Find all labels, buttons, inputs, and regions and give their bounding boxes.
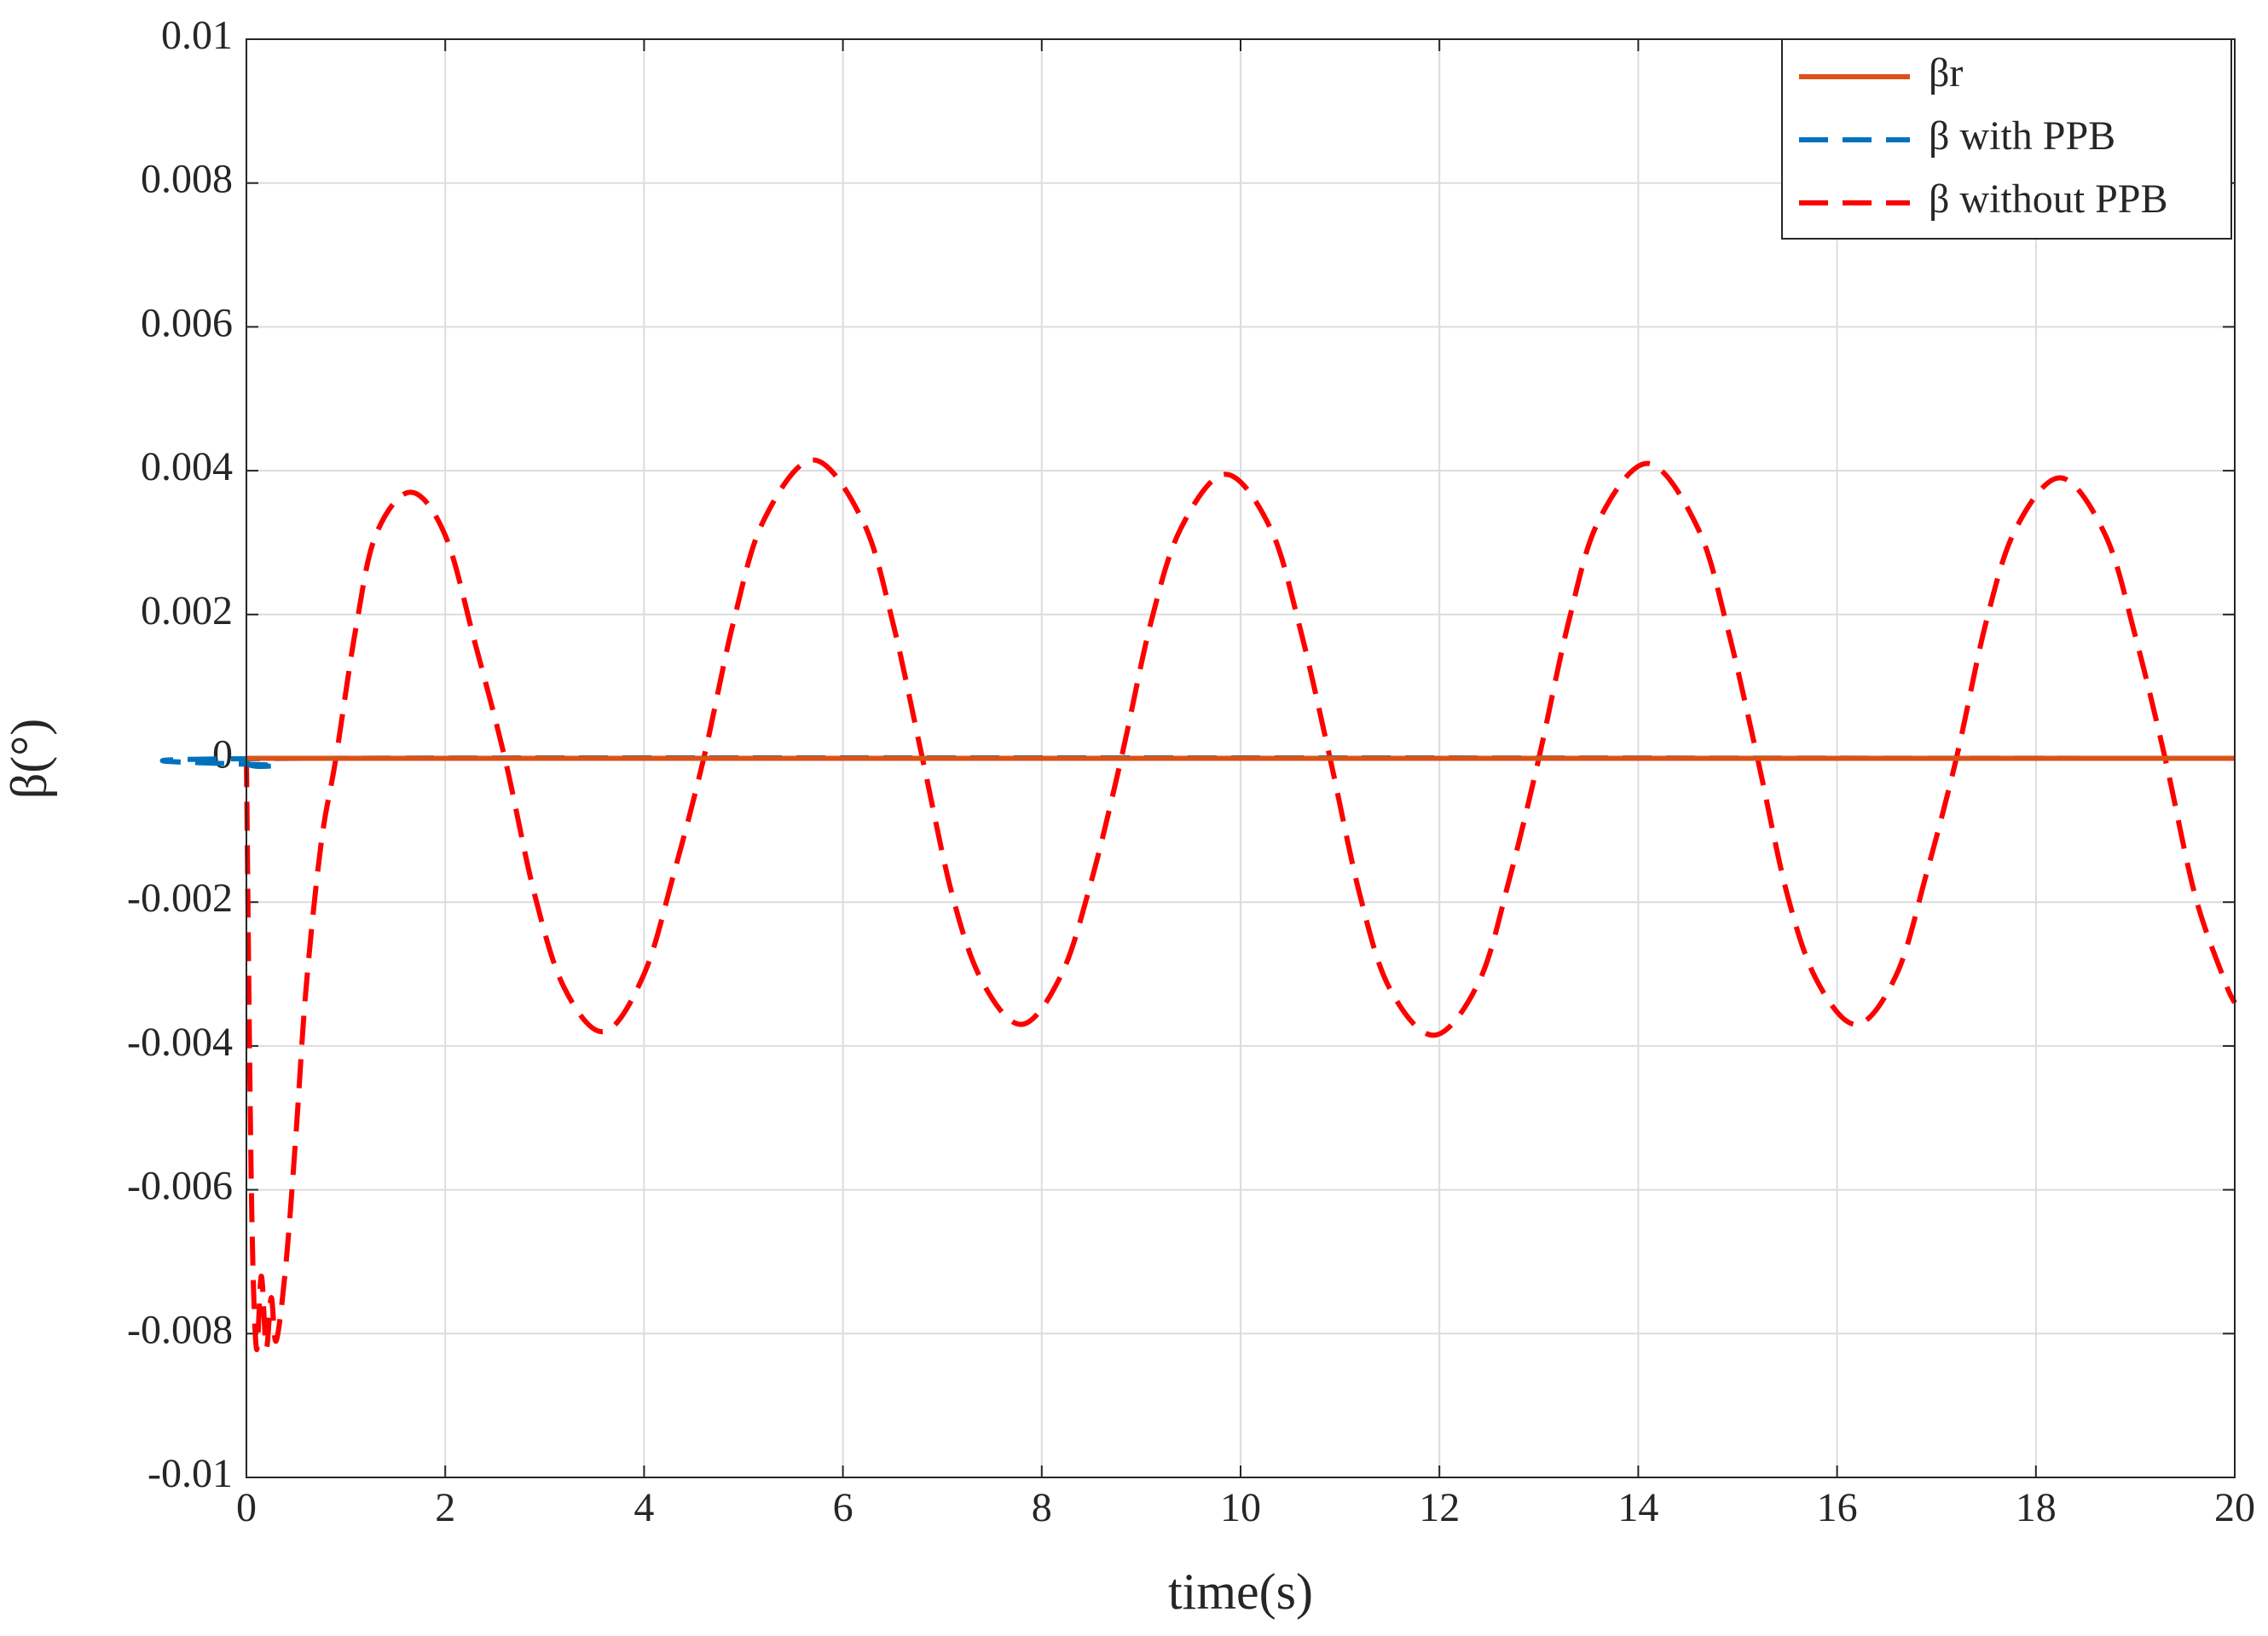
x-tick-label: 8 bbox=[1032, 1485, 1052, 1530]
legend-label: β with PPB bbox=[1929, 113, 2115, 159]
x-tick-label: 16 bbox=[1817, 1485, 1858, 1530]
x-tick-label: 14 bbox=[1617, 1485, 1658, 1530]
x-tick-label: 2 bbox=[435, 1485, 455, 1530]
y-tick-label: 0.004 bbox=[141, 444, 233, 489]
x-tick-label: 4 bbox=[634, 1485, 654, 1530]
y-axis-label: β(°) bbox=[1, 719, 57, 799]
y-tick-label: -0.004 bbox=[127, 1020, 233, 1065]
y-tick-label: -0.002 bbox=[127, 876, 233, 921]
x-tick-label: 0 bbox=[236, 1485, 257, 1530]
data-line bbox=[244, 457, 2237, 1353]
y-tick-label: -0.006 bbox=[127, 1164, 233, 1209]
y-tick-label: 0.008 bbox=[141, 157, 233, 202]
y-tick-label: 0 bbox=[212, 732, 233, 778]
x-axis-label: time(s) bbox=[1168, 1564, 1313, 1620]
legend-label: β without PPB bbox=[1929, 176, 2168, 222]
y-tick-label: 0.002 bbox=[141, 588, 233, 633]
legend-label: βr bbox=[1929, 50, 1963, 95]
x-tick-label: 10 bbox=[1220, 1485, 1261, 1530]
x-tick-label: 6 bbox=[833, 1485, 853, 1530]
y-tick-label: -0.01 bbox=[148, 1451, 233, 1496]
x-tick-label: 12 bbox=[1419, 1485, 1460, 1530]
x-tick-label: 18 bbox=[2016, 1485, 2057, 1530]
y-tick-label: 0.006 bbox=[141, 300, 233, 345]
y-tick-label: 0.01 bbox=[161, 13, 233, 58]
y-tick-label: -0.008 bbox=[127, 1307, 233, 1352]
axes-box bbox=[246, 38, 2236, 1478]
x-tick-label: 20 bbox=[2214, 1485, 2255, 1530]
